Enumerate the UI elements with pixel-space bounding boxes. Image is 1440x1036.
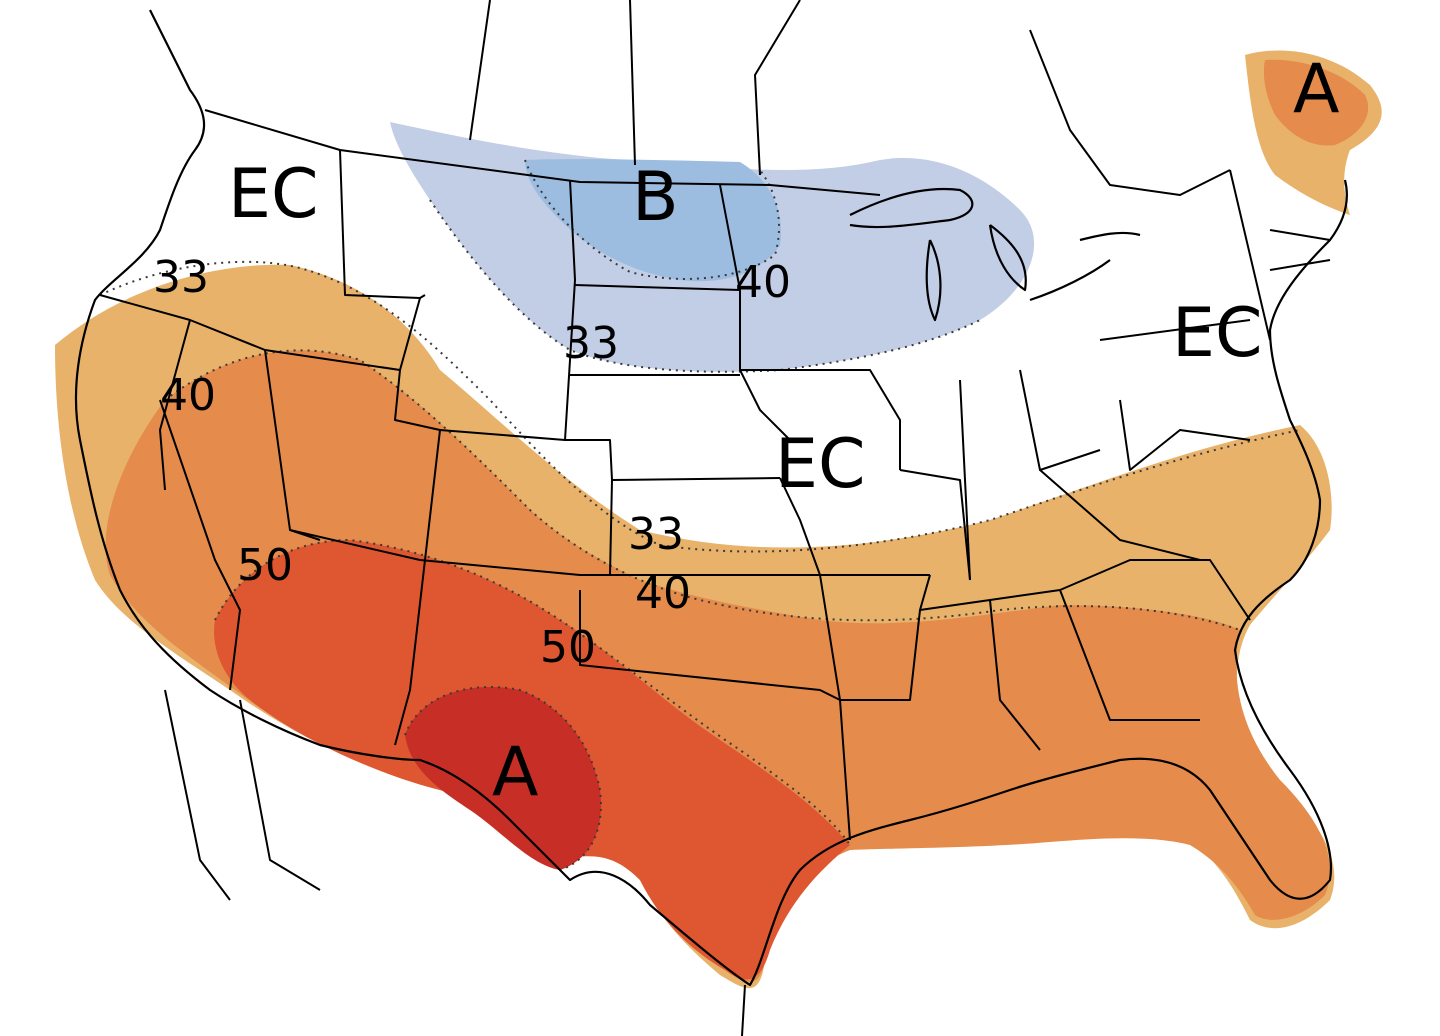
- label-a-southwest: A: [492, 733, 539, 812]
- contour-33-south: [99, 260, 1301, 553]
- label-contour-50-west: 50: [237, 540, 293, 591]
- below-40-region: [525, 159, 781, 282]
- label-contour-33-plains: 33: [628, 509, 684, 560]
- label-contour-40-north: 40: [735, 257, 791, 308]
- above-60-region: [405, 687, 601, 870]
- label-b-north: B: [632, 158, 679, 237]
- label-ec-northwest: EC: [228, 155, 318, 234]
- contour-33-north: [429, 199, 981, 373]
- above-maine-40-region: [1263, 59, 1369, 146]
- label-contour-40-plains: 40: [635, 568, 691, 619]
- contour-40-south: [164, 349, 1241, 631]
- lake-ontario: [1079, 231, 1141, 242]
- lake-superior: [849, 188, 974, 229]
- label-contour-33-west: 33: [153, 252, 209, 303]
- label-contour-50-south: 50: [540, 622, 596, 673]
- coastline: [74, 9, 1348, 987]
- lake-michigan: [925, 239, 942, 322]
- above-40-region: [105, 350, 1330, 982]
- label-a-maine: A: [1293, 50, 1340, 129]
- label-ec-midwest: EC: [775, 425, 865, 504]
- label-contour-40-west: 40: [160, 370, 216, 421]
- state-boundaries: [99, 0, 1331, 1036]
- contour-40-north: [524, 159, 781, 280]
- label-ec-northeast: EC: [1172, 294, 1262, 373]
- contour-60-south: [404, 686, 602, 871]
- lake-huron: [988, 224, 1027, 292]
- label-contour-33-north: 33: [563, 318, 619, 369]
- lake-erie: [1029, 259, 1111, 302]
